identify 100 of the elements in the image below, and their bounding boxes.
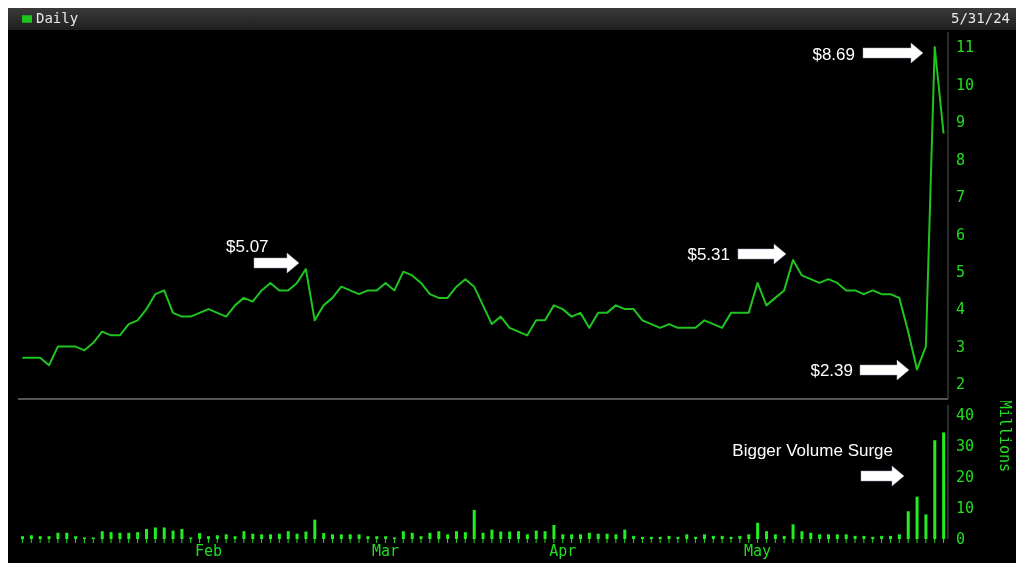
bar (632, 535, 636, 539)
bar (401, 531, 405, 539)
bar (198, 533, 202, 539)
bar (463, 532, 467, 539)
bar (853, 535, 857, 539)
text: 5/31/24 (950, 10, 1010, 26)
bar (623, 529, 627, 539)
bar (215, 535, 219, 539)
bar (552, 524, 556, 539)
bar (428, 532, 432, 539)
bar (605, 533, 609, 539)
bar (862, 535, 866, 539)
x-tick-label: May (744, 541, 772, 560)
annotation: $5.07 (226, 237, 269, 256)
bar (747, 534, 751, 539)
bar (561, 534, 565, 539)
bar (508, 531, 512, 539)
bar (38, 536, 42, 539)
bar (827, 534, 830, 539)
bar (304, 531, 308, 539)
bar (277, 533, 281, 539)
bar (127, 532, 131, 539)
bar (136, 532, 140, 539)
bar (118, 532, 122, 539)
x-tick-label: Apr (549, 541, 577, 560)
bar (455, 531, 458, 539)
bar (765, 531, 768, 539)
y-tick-label: 7 (956, 188, 966, 207)
bar (242, 531, 246, 539)
bar (366, 536, 370, 539)
bar (703, 534, 706, 539)
y-axis-title: Millions (995, 399, 1014, 472)
bar (933, 440, 937, 539)
y-tick-label: 8 (956, 150, 966, 169)
y-tick-label: 9 (956, 113, 966, 132)
y-tick-label: 40 (956, 405, 975, 424)
bar (481, 532, 485, 539)
bar (322, 533, 326, 539)
bar (331, 534, 334, 539)
bar (145, 529, 148, 539)
bar (180, 529, 184, 539)
bar (269, 534, 272, 539)
bar (773, 534, 777, 539)
x-tick-label: Feb (194, 541, 222, 560)
bar (357, 534, 361, 539)
bar (587, 532, 591, 539)
bar (517, 531, 520, 539)
bar (756, 522, 760, 539)
bar (313, 519, 317, 539)
bar (880, 535, 884, 539)
bar (711, 535, 715, 539)
bar (207, 536, 210, 539)
bar (162, 527, 166, 539)
bar (782, 535, 786, 539)
bar (800, 531, 804, 539)
bar (614, 534, 618, 539)
bar (21, 536, 24, 539)
legend-label: Daily (36, 10, 79, 26)
annotation: $8.69 (812, 45, 855, 64)
y-tick-label: 30 (956, 436, 975, 455)
bar (534, 530, 538, 539)
bar (738, 535, 742, 539)
y-tick-label: 2 (956, 375, 966, 394)
bar (260, 534, 264, 539)
bar (667, 535, 671, 539)
bar (65, 532, 69, 539)
bar (251, 533, 255, 539)
bar (818, 534, 822, 539)
bar (100, 531, 104, 539)
y-tick-label: 3 (956, 337, 966, 356)
bar (543, 531, 547, 539)
bar (472, 510, 476, 539)
bar (295, 533, 299, 539)
bar (74, 536, 78, 539)
bar (525, 534, 529, 539)
y-tick-label: 0 (956, 530, 966, 549)
bar (791, 524, 795, 539)
bar (897, 534, 901, 539)
bar (685, 534, 689, 539)
bar (942, 432, 946, 539)
bar (384, 536, 388, 539)
bar (579, 534, 582, 539)
y-tick-label: 20 (956, 468, 975, 486)
bar (410, 532, 414, 539)
bar (499, 531, 503, 539)
bar (446, 534, 450, 539)
bar (889, 535, 892, 539)
bar (835, 534, 839, 539)
bar (153, 527, 157, 539)
annotation: $5.31 (687, 245, 730, 264)
bar (171, 530, 175, 539)
bar (286, 531, 290, 539)
y-tick-label: 4 (956, 300, 966, 319)
y-tick-label: 11 (956, 38, 975, 57)
annotation: Bigger Volume Surge (732, 441, 893, 460)
y-tick-label: 5 (956, 263, 966, 281)
x-tick-label: Mar (372, 541, 400, 560)
bar (720, 535, 724, 539)
bar (29, 535, 33, 539)
bar (924, 514, 928, 539)
